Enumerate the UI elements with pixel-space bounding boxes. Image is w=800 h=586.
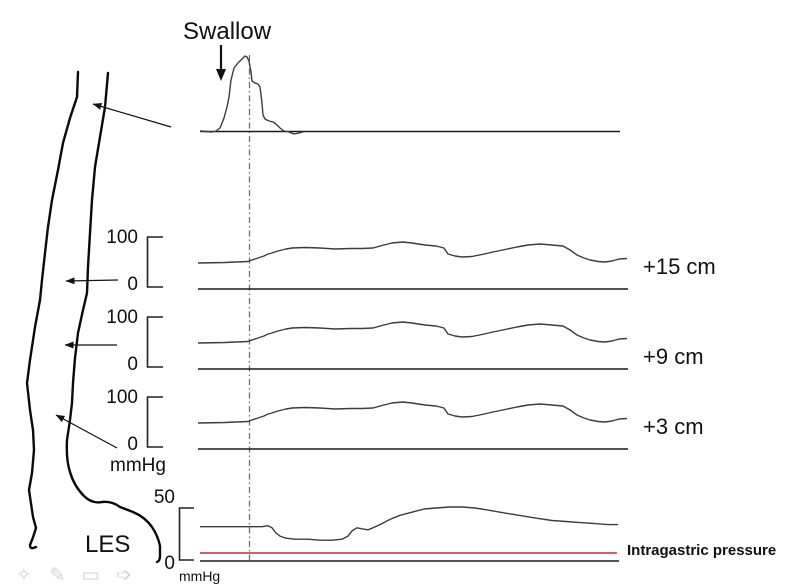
esophagus-right-wall <box>65 71 162 564</box>
scale-max-3cm: 100 <box>106 387 138 408</box>
ghost-arrow-icon: ➩ <box>115 565 132 586</box>
pointer-arrow-3cm <box>55 414 118 449</box>
scale-min-9cm: 0 <box>127 354 138 375</box>
ghost-toolbar-icons: ✧ ✎ ▭ ➩ <box>10 566 138 586</box>
scale-min-15cm: 0 <box>127 274 138 295</box>
swallow-arrow-icon <box>216 45 226 81</box>
swallow-trace <box>199 55 304 135</box>
scale-min-les: 0 <box>164 553 175 574</box>
trace-9cm <box>197 321 628 344</box>
intragastric-pressure-label: Intragastric pressure <box>627 542 777 559</box>
pointer-arrow-15cm <box>65 277 119 285</box>
scale-max-9cm: 100 <box>106 307 138 328</box>
pointer-arrow-pharynx <box>92 103 172 128</box>
row-label-15cm: +15 cm <box>643 254 716 279</box>
scale-max-les: 50 <box>153 487 175 508</box>
scale-max-15cm: 100 <box>106 227 138 248</box>
swallow-label: Swallow <box>183 18 272 45</box>
trace-3cm <box>197 401 628 424</box>
unit-label-upper: mmHg <box>110 455 166 476</box>
esophagus-left-wall <box>25 70 80 550</box>
ghost-star-icon: ✧ <box>16 565 32 586</box>
scale-min-3cm: 0 <box>127 434 138 455</box>
scale-bracket-15cm <box>146 236 163 288</box>
unit-label-les: mmHg <box>179 568 221 584</box>
scale-bracket-3cm <box>146 396 163 448</box>
ghost-rectangle-icon: ▭ <box>81 565 100 586</box>
row-label-9cm: +9 cm <box>643 344 704 369</box>
les-label: LES <box>85 531 131 558</box>
trace-15cm <box>197 241 628 264</box>
trace-les <box>200 506 618 541</box>
scale-bracket-les <box>178 507 194 561</box>
ghost-pencil-icon: ✎ <box>49 565 66 586</box>
scale-bracket-9cm <box>146 316 163 368</box>
row-label-3cm: +3 cm <box>643 414 704 439</box>
